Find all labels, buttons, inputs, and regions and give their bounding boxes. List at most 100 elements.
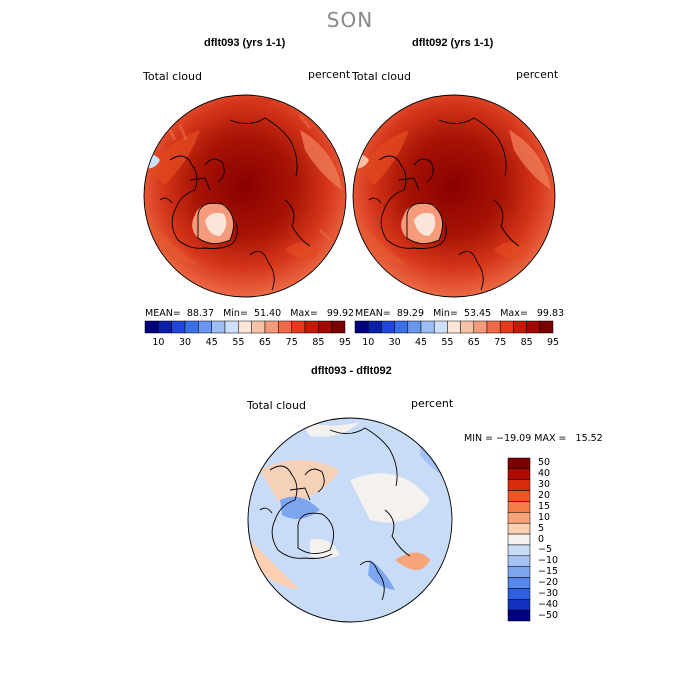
panel-1-max-value: 99.92 [326,308,355,319]
colorbar-tick-label: 45 [205,337,218,348]
colorbar-swatch [507,468,531,480]
colorbar-tick-label: −15 [538,566,559,578]
colorbar-swatch [507,588,531,600]
panel-2-mean-value: 89.29 [396,308,425,319]
colorbar-difference [507,457,531,622]
colorbar-swatch [507,457,531,470]
panel-1-mean-label: MEAN= [145,308,181,319]
colorbar-swatch [433,320,448,334]
colorbar-swatch [507,522,531,535]
colorbar-swatch [420,320,435,334]
colorbar-swatch [381,320,395,334]
panel-3-title: dflt093 - dflt092 [311,365,392,377]
colorbar-swatch [473,320,488,334]
colorbar-tick-label: −20 [538,576,559,588]
colorbar-swatch [507,533,531,546]
colorbar-tick-label: 45 [415,337,428,348]
colorbar-tick-label: 0 [538,533,545,545]
colorbar-tick-label: 30 [388,337,401,348]
colorbar-swatch [507,555,531,567]
colorbar-tick-label: 40 [538,468,551,480]
colorbar-swatch [507,566,531,578]
colorbar-tick-label: 50 [538,457,551,469]
colorbar-tick-label: 55 [232,337,245,348]
map-panel-2 [352,94,556,298]
colorbar-swatch [447,320,461,334]
panel-1-variable-label: Total cloud [143,70,202,83]
panel-2-max-label: Max= [500,308,528,319]
colorbar-swatch [144,320,159,334]
colorbar-swatch [318,320,332,334]
colorbar-tick-label: 30 [179,337,192,348]
panel-1-title: dflt093 (yrs 1-1) [204,37,286,49]
panel-2-max-value: 99.83 [536,308,565,319]
colorbar-swatch [264,320,279,334]
colorbar-tick-label: 65 [259,337,272,348]
colorbar-swatch [354,320,369,334]
colorbar-swatch [278,320,292,334]
colorbar-swatch [251,320,266,334]
panel-1-mean-value: 88.37 [186,308,215,319]
panel-2-mean-label: MEAN= [355,308,391,319]
colorbar-tick-label: 85 [312,337,325,348]
panel-3-units-label: percent [411,397,454,410]
colorbar-swatch [507,501,531,513]
colorbar-swatch [507,609,531,622]
colorbar-swatch [171,320,186,334]
colorbar-panel-2 [354,320,554,334]
colorbar-swatch [407,320,422,334]
colorbar-swatch [224,320,239,334]
colorbar-swatch [539,320,554,334]
panel-1-min-value: 51.40 [253,308,282,319]
panel-1-min-label: Min= [223,308,248,319]
colorbar-swatch [291,320,306,334]
colorbar-tick-label: 5 [538,522,545,534]
colorbar-swatch [526,320,541,334]
map-panel-3 [247,417,453,623]
figure-title: SON [326,8,374,32]
colorbar-swatch [513,320,527,334]
colorbar-tick-label: 15 [538,500,551,512]
colorbar-swatch [331,320,346,334]
colorbar-swatch [184,320,199,334]
panel-2-title: dflt092 (yrs 1-1) [412,37,494,49]
colorbar-swatch [198,320,212,334]
colorbar-tick-label: 30 [538,479,551,491]
colorbar-tick-label: −5 [538,544,553,556]
colorbar-swatch [507,577,531,589]
colorbar-tick-label: 85 [520,337,533,348]
colorbar-swatch [211,320,226,334]
colorbar-swatch [507,599,531,611]
colorbar-tick-label: −40 [538,598,559,610]
colorbar-tick-label: 95 [339,337,352,348]
panel-3-variable-label: Total cloud [247,399,306,412]
colorbar-swatch [486,320,501,334]
panel-2-variable-label: Total cloud [352,70,411,83]
panel-2-units-label: percent [516,68,559,81]
colorbar-tick-label: 10 [152,337,165,348]
panel-2-min-value: 53.45 [463,308,492,319]
colorbar-tick-label: 75 [494,337,507,348]
colorbar-tick-label: 55 [441,337,454,348]
panel-3-stats: MIN = −19.09 MAX = 15.52 [464,433,603,444]
colorbar-swatch [499,320,514,334]
colorbar-swatch [238,320,252,334]
colorbar-swatch [367,320,382,334]
colorbar-swatch [507,544,531,557]
panel-1-max-label: Max= [290,308,318,319]
panel-2-min-label: Min= [433,308,458,319]
colorbar-swatch [304,320,319,334]
colorbar-tick-label: 65 [467,337,480,348]
colorbar-swatch [394,320,409,334]
colorbar-swatch [158,320,172,334]
colorbar-panel-1 [144,320,346,334]
colorbar-tick-label: −50 [538,609,559,621]
panel-1-stats: MEAN= 88.37 Min= 51.40 Max= 99.92 [145,308,354,319]
colorbar-tick-label: 95 [547,337,560,348]
colorbar-tick-label: 10 [362,337,375,348]
panel-1-units-label: percent [308,68,351,81]
colorbar-tick-label: −30 [538,587,559,599]
panel-2-stats: MEAN= 89.29 Min= 53.45 Max= 99.83 [355,308,564,319]
colorbar-swatch [507,490,531,502]
